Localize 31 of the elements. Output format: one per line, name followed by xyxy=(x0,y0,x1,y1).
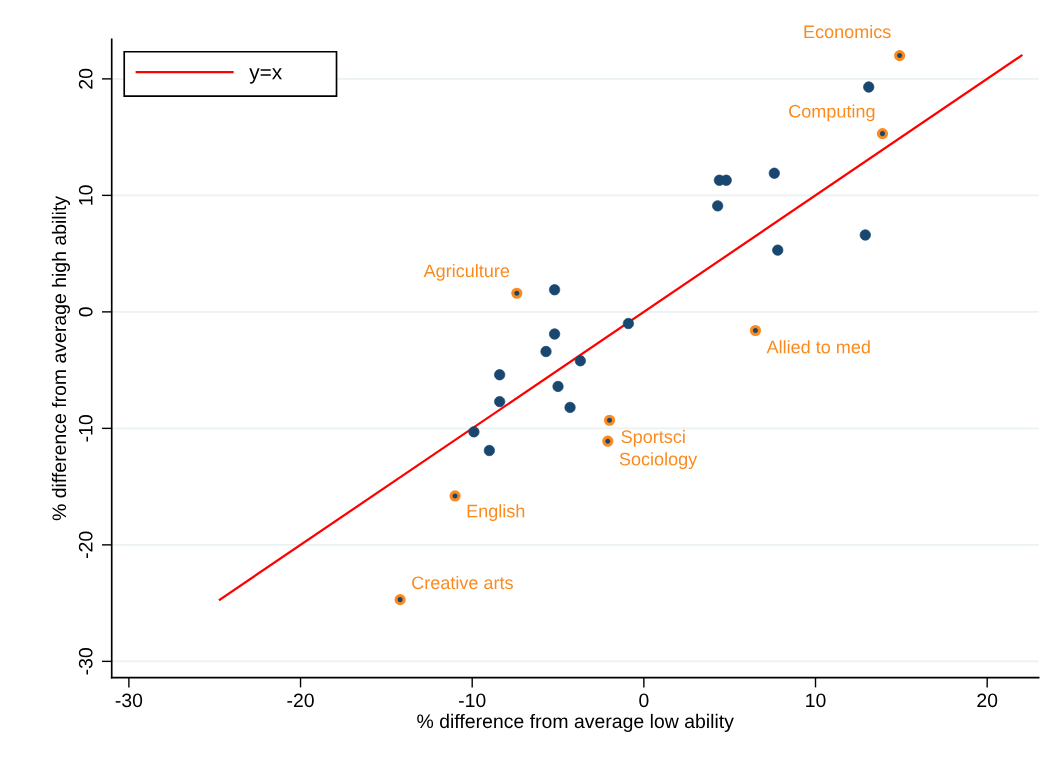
y-tick-label: 20 xyxy=(78,68,93,89)
x-axis-title: % difference from average low ability xyxy=(417,713,734,732)
y-tick-label: -10 xyxy=(78,415,93,442)
annotation: Economics xyxy=(804,24,891,39)
point xyxy=(749,324,762,337)
x-tick-label: -20 xyxy=(287,693,314,708)
annotation: English xyxy=(467,504,525,522)
point xyxy=(603,414,616,426)
y-tick-label: -20 xyxy=(78,531,93,559)
x-tick-label: 10 xyxy=(806,693,826,708)
point xyxy=(511,287,523,299)
x-tick-label: 0 xyxy=(639,693,649,708)
annotation: Creative arts xyxy=(412,575,513,590)
annotation: Allied to med xyxy=(766,340,870,354)
y-tick-label: -30 xyxy=(78,648,93,675)
x-tick-label: -10 xyxy=(459,693,486,708)
annotation: Agriculture xyxy=(423,263,510,281)
annotation: Computing xyxy=(789,104,875,122)
annotation: Sociology xyxy=(619,452,698,470)
annotation: Sportsci xyxy=(621,429,685,447)
legend-label: y=x xyxy=(249,68,282,84)
point xyxy=(876,128,889,140)
x-tick-label: -30 xyxy=(115,693,143,708)
point xyxy=(394,594,406,606)
point xyxy=(449,490,461,502)
point xyxy=(602,435,614,447)
point xyxy=(894,50,906,62)
y-axis-title: % difference from average high ability xyxy=(51,196,70,521)
y-tick-label: 0 xyxy=(78,307,93,317)
x-tick-label: 20 xyxy=(977,693,998,708)
y-tick-label: 10 xyxy=(78,185,93,205)
